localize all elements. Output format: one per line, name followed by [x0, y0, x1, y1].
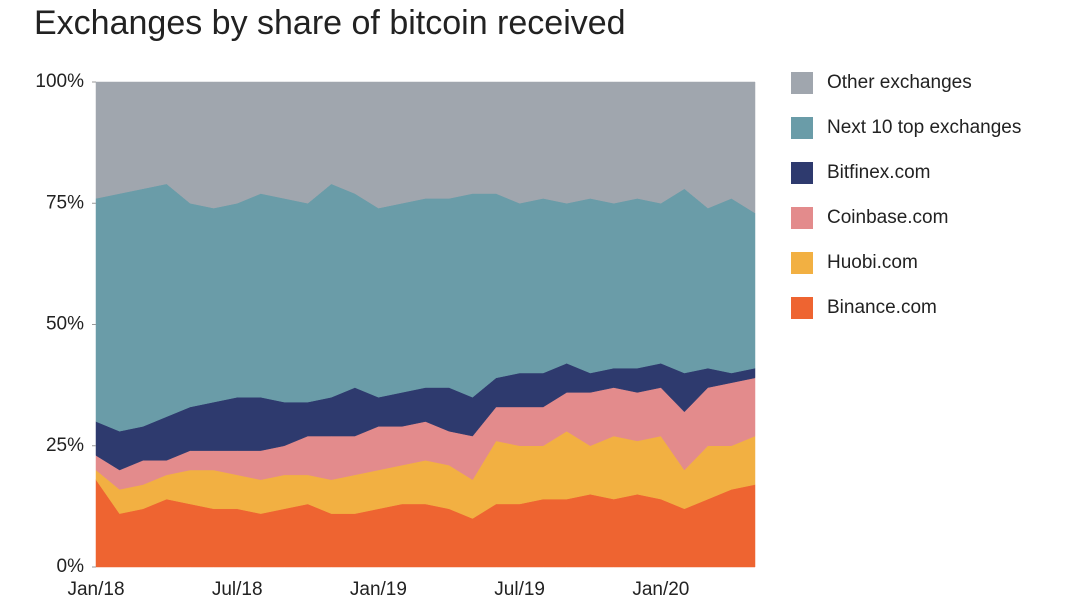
legend-swatch	[791, 297, 813, 319]
chart-title: Exchanges by share of bitcoin received	[34, 4, 626, 42]
legend-swatch	[791, 72, 813, 94]
legend-swatch	[791, 162, 813, 184]
x-tick-label: Jul/19	[494, 579, 545, 600]
y-tick-label: 100%	[35, 71, 84, 92]
area	[95, 81, 756, 214]
y-tick-label: 75%	[46, 192, 84, 213]
x-tick-label: Jan/19	[350, 579, 407, 600]
legend-label: Coinbase.com	[827, 207, 948, 228]
y-tick-label: 0%	[57, 556, 85, 577]
legend-swatch	[791, 207, 813, 229]
y-tick-label: 50%	[46, 314, 84, 335]
legend-label: Huobi.com	[827, 252, 918, 273]
x-tick-label: Jul/18	[212, 579, 263, 600]
legend-label: Next 10 top exchanges	[827, 117, 1021, 138]
legend-label: Binance.com	[827, 297, 937, 318]
legend-label: Bitfinex.com	[827, 162, 930, 183]
legend-swatch	[791, 117, 813, 139]
x-tick-label: Jan/18	[67, 579, 124, 600]
y-tick-label: 25%	[46, 435, 84, 456]
x-tick-label: Jan/20	[632, 579, 689, 600]
legend-label: Other exchanges	[827, 72, 972, 93]
legend-swatch	[791, 252, 813, 274]
